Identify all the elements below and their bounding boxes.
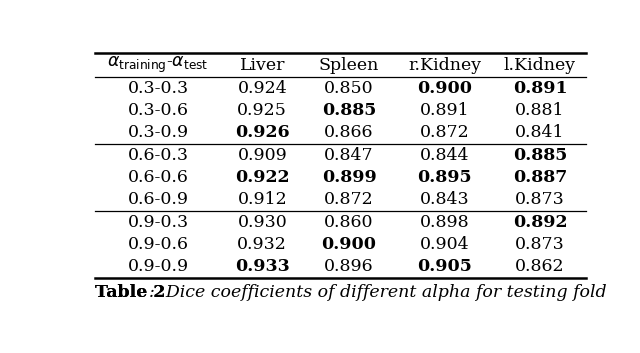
Text: 0.850: 0.850	[324, 80, 374, 97]
Text: 0.866: 0.866	[324, 124, 374, 141]
Text: 0.899: 0.899	[322, 169, 376, 186]
Text: Liver: Liver	[239, 57, 285, 74]
Text: 0.909: 0.909	[237, 146, 287, 164]
Text: 0.896: 0.896	[324, 258, 374, 275]
Text: 0.925: 0.925	[237, 102, 287, 119]
Text: 0.926: 0.926	[235, 124, 289, 141]
Text: 0.9-0.6: 0.9-0.6	[127, 236, 189, 253]
Text: 0.6-0.6: 0.6-0.6	[128, 169, 189, 186]
Text: 0.891: 0.891	[420, 102, 469, 119]
Text: 0.862: 0.862	[515, 258, 565, 275]
Text: 0.843: 0.843	[420, 191, 469, 208]
Text: 0.887: 0.887	[513, 169, 567, 186]
Text: 0.3-0.3: 0.3-0.3	[127, 80, 189, 97]
Text: Table 2: Table 2	[95, 284, 165, 301]
Text: 0.900: 0.900	[321, 236, 376, 253]
Text: 0.900: 0.900	[417, 80, 472, 97]
Text: 0.9-0.9: 0.9-0.9	[127, 258, 189, 275]
Text: 0.912: 0.912	[237, 191, 287, 208]
Text: 0.895: 0.895	[417, 169, 472, 186]
Text: 0.3-0.6: 0.3-0.6	[127, 102, 189, 119]
Text: 0.860: 0.860	[324, 214, 374, 231]
Text: 0.885: 0.885	[322, 102, 376, 119]
Text: l.Kidney: l.Kidney	[504, 57, 576, 74]
Text: 0.881: 0.881	[515, 102, 564, 119]
Text: 0.872: 0.872	[420, 124, 469, 141]
Text: 0.904: 0.904	[420, 236, 469, 253]
Text: 0.885: 0.885	[513, 146, 567, 164]
Text: 0.9-0.3: 0.9-0.3	[127, 214, 189, 231]
Text: 0.932: 0.932	[237, 236, 287, 253]
Text: 0.933: 0.933	[235, 258, 290, 275]
Text: 0.6-0.9: 0.6-0.9	[127, 191, 189, 208]
Text: 0.873: 0.873	[515, 191, 565, 208]
Text: 0.930: 0.930	[237, 214, 287, 231]
Text: 0.872: 0.872	[324, 191, 374, 208]
Text: 0.891: 0.891	[513, 80, 567, 97]
Text: 0.892: 0.892	[513, 214, 567, 231]
Text: 0.873: 0.873	[515, 236, 565, 253]
Text: 0.3-0.9: 0.3-0.9	[127, 124, 189, 141]
Text: 0.905: 0.905	[417, 258, 472, 275]
Text: 0.898: 0.898	[420, 214, 469, 231]
Text: $\alpha_{\mathrm{training}}$-$\alpha_{\mathrm{test}}$: $\alpha_{\mathrm{training}}$-$\alpha_{\m…	[108, 55, 209, 75]
Text: Table 2: Table 2	[95, 284, 165, 301]
Text: :  Dice coefficients of different alpha for testing fold: : Dice coefficients of different alpha f…	[149, 284, 607, 301]
Text: 0.844: 0.844	[420, 146, 469, 164]
Text: Spleen: Spleen	[319, 57, 380, 74]
Text: 0.924: 0.924	[237, 80, 287, 97]
Text: r.Kidney: r.Kidney	[408, 57, 481, 74]
Text: 0.6-0.3: 0.6-0.3	[127, 146, 189, 164]
Text: 0.847: 0.847	[324, 146, 374, 164]
Text: 0.922: 0.922	[235, 169, 289, 186]
Text: 0.841: 0.841	[515, 124, 564, 141]
